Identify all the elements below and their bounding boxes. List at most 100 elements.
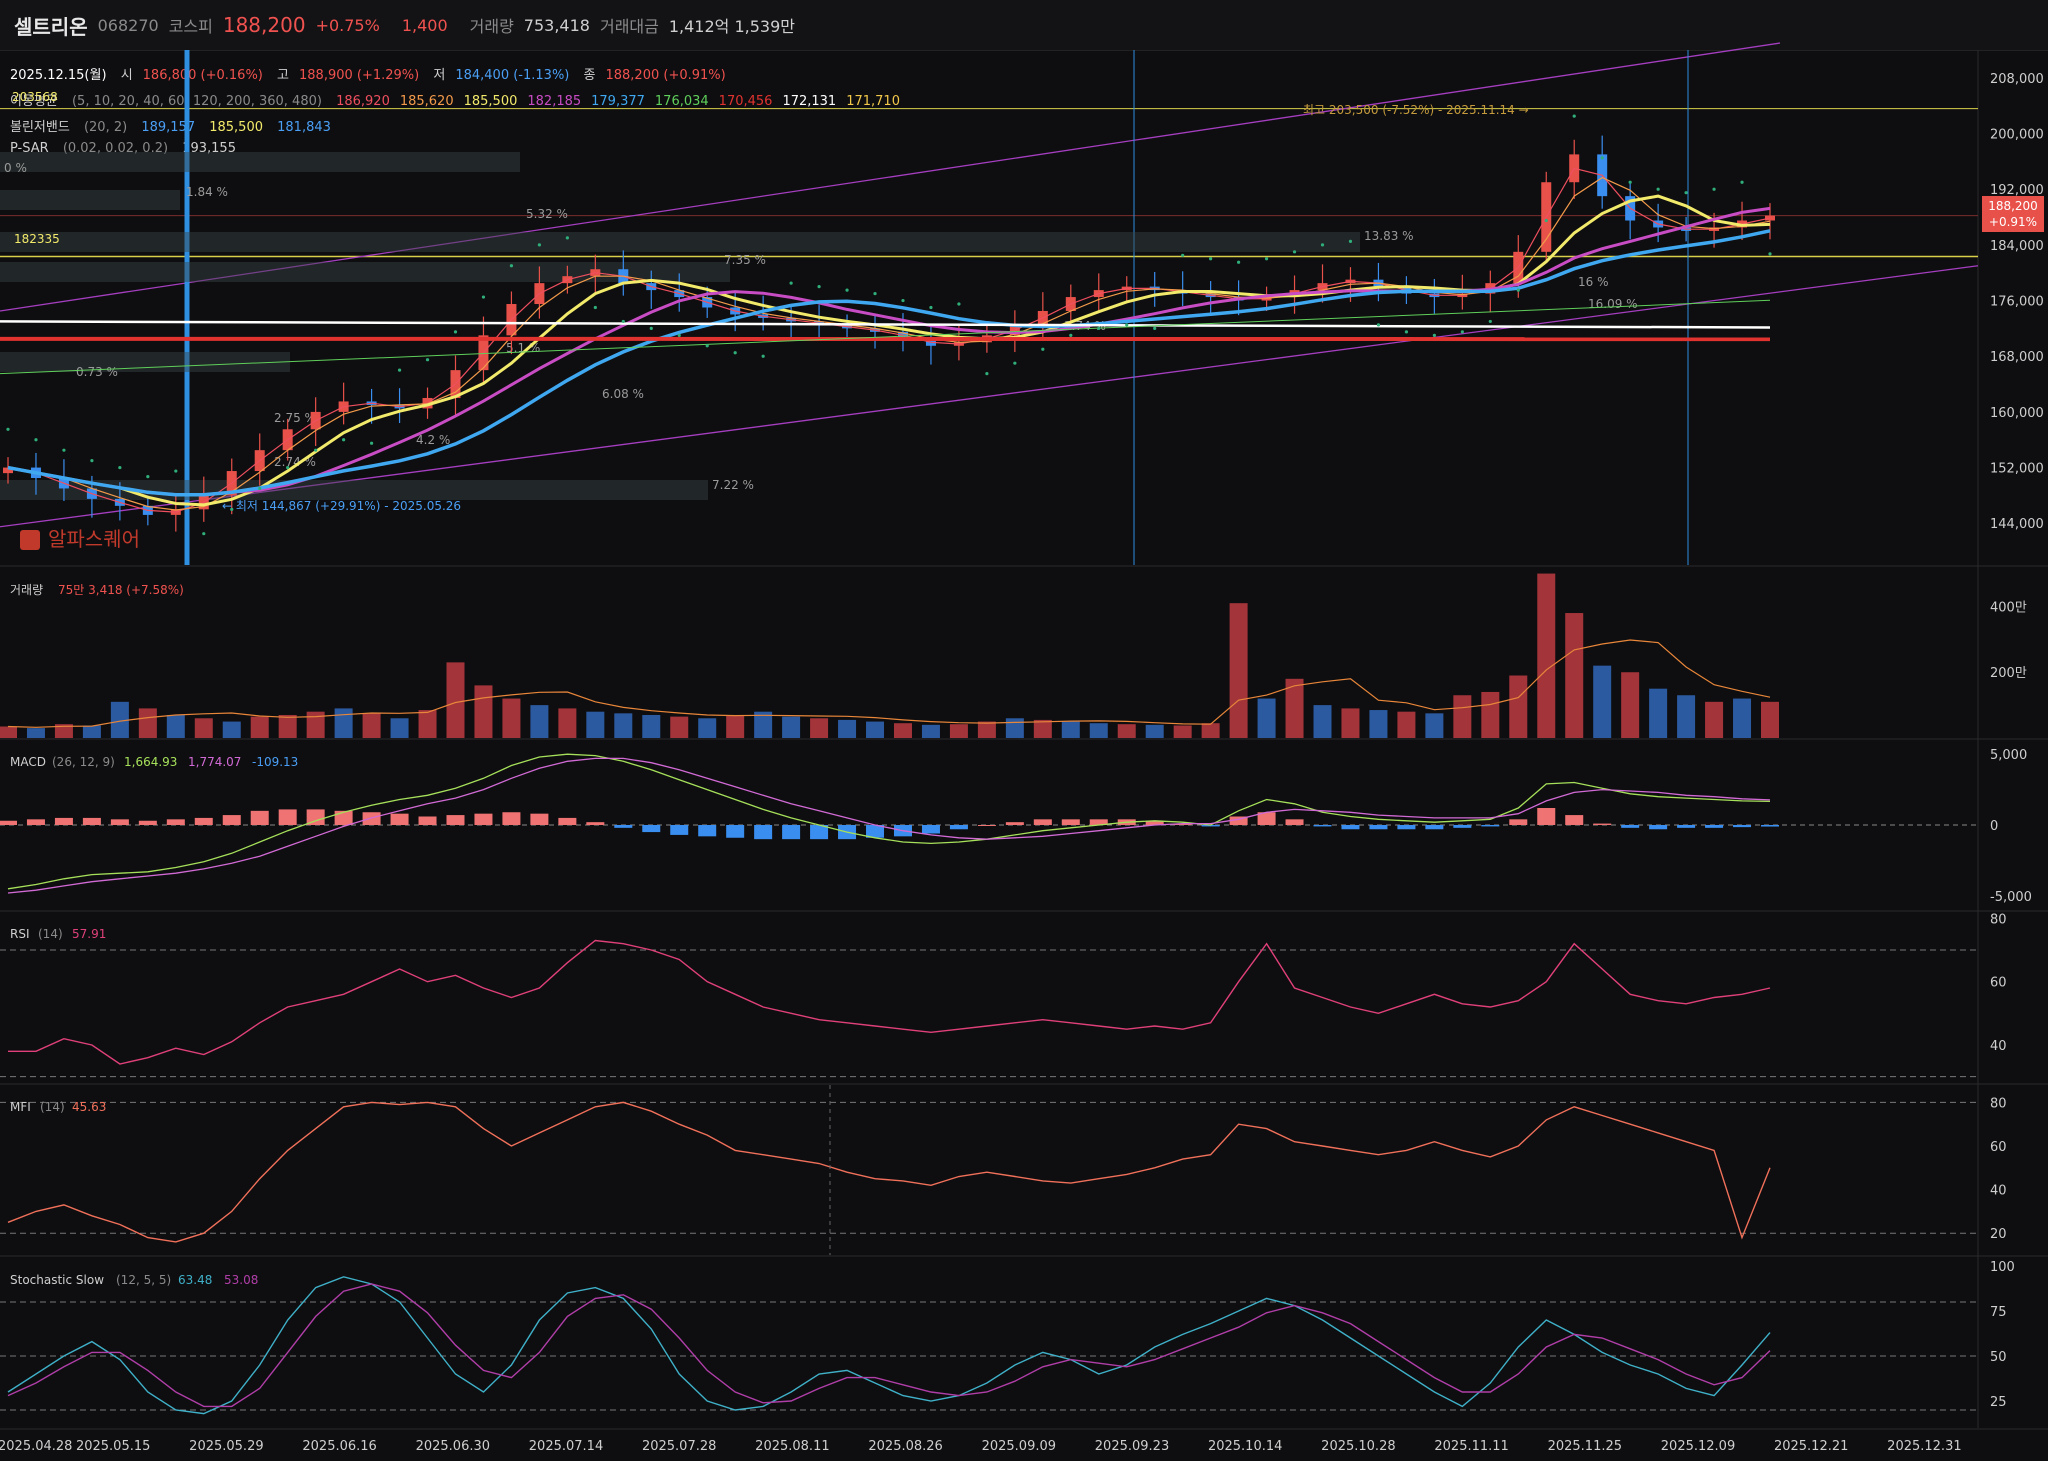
volume-bar bbox=[1481, 691, 1500, 738]
candle-body bbox=[1765, 215, 1775, 221]
macd-histogram-bar bbox=[1761, 825, 1779, 827]
volume-bar bbox=[810, 718, 829, 738]
candle-body bbox=[1457, 293, 1468, 298]
macd-histogram-bar bbox=[82, 817, 101, 825]
volume-bar bbox=[893, 723, 912, 738]
macd-histogram-bar bbox=[362, 812, 381, 825]
pct-label: 2.74 % bbox=[274, 455, 316, 469]
y-tick-label: 50 bbox=[1990, 1350, 2007, 1365]
x-tick-label: 2025.05.29 bbox=[189, 1439, 263, 1454]
candle-body bbox=[310, 411, 321, 430]
macd-histogram-bar bbox=[1453, 825, 1472, 828]
candle-body bbox=[86, 488, 97, 499]
psar-dot bbox=[230, 507, 234, 511]
psar-dot bbox=[1069, 333, 1073, 337]
candle-body bbox=[842, 324, 853, 329]
low-annotation: ← 최저 144,867 (+29.91%) - 2025.05.26 bbox=[222, 499, 461, 513]
candle-body bbox=[1737, 220, 1748, 228]
macd-histogram-bar bbox=[1061, 819, 1080, 825]
macd-title[interactable]: MACD bbox=[10, 755, 46, 769]
psar-dot bbox=[509, 264, 514, 268]
psar-dot bbox=[1544, 218, 1548, 223]
psar-value: 193,155 bbox=[182, 141, 236, 156]
ma-value: 171,710 bbox=[846, 94, 900, 109]
psar-dot bbox=[761, 354, 765, 358]
psar-dot bbox=[1013, 361, 1017, 365]
y-tick-label: 144,000 bbox=[1990, 517, 2044, 532]
macd-histogram-bar bbox=[418, 816, 437, 825]
psar-dot bbox=[481, 295, 486, 299]
psar-dot bbox=[286, 465, 290, 470]
candle-body bbox=[338, 401, 349, 412]
volume-profile-band bbox=[0, 352, 290, 372]
volume-bar bbox=[1313, 705, 1332, 738]
psar-label[interactable]: P-SAR bbox=[10, 141, 49, 156]
top-header: 셀트리온 068270 코스피 188,200 +0.75% 1,400 거래량… bbox=[0, 0, 2048, 51]
psar-dot bbox=[1264, 257, 1269, 261]
macd-histogram-bar bbox=[1145, 820, 1164, 825]
macd-histogram-bar bbox=[1229, 816, 1248, 825]
change-abs: 1,400 bbox=[401, 15, 448, 35]
candle-body bbox=[730, 307, 741, 315]
macd-histogram-bar bbox=[1705, 825, 1724, 828]
volume-title[interactable]: 거래량 bbox=[10, 583, 43, 597]
pct-label: 16 % bbox=[1578, 275, 1609, 289]
candle-body bbox=[30, 467, 41, 479]
candle-body bbox=[1009, 324, 1020, 336]
stoch-title[interactable]: Stochastic Slow bbox=[10, 1273, 104, 1287]
moving-average-line bbox=[7, 167, 1771, 513]
volume-bar bbox=[1117, 724, 1136, 738]
volume-bar bbox=[82, 725, 101, 738]
y-tick-label: 208,000 bbox=[1990, 72, 2044, 87]
volume-bar bbox=[670, 716, 689, 738]
volume-bar bbox=[1229, 603, 1248, 738]
y-tick-label: 176,000 bbox=[1990, 295, 2044, 310]
y-tick-label: 60 bbox=[1990, 1140, 2007, 1155]
candle-body bbox=[758, 314, 769, 318]
candle-body bbox=[1597, 154, 1608, 197]
candle-body bbox=[1681, 227, 1692, 231]
ohlc-date: 2025.12.15(월) bbox=[10, 68, 107, 83]
candle-body bbox=[1569, 154, 1580, 183]
pct-label: 0 % bbox=[4, 161, 27, 175]
bb-label[interactable]: 볼린저밴드 bbox=[10, 120, 70, 135]
psar-dot bbox=[1237, 260, 1241, 264]
moving-average-line bbox=[0, 299, 1771, 375]
psar-dot bbox=[1488, 319, 1492, 324]
psar-dot bbox=[174, 469, 178, 473]
volume-bar bbox=[1649, 688, 1668, 738]
volume-bar bbox=[586, 711, 605, 738]
volume-bar bbox=[362, 713, 381, 738]
ma-value: 176,034 bbox=[654, 94, 709, 109]
mfi-title[interactable]: MFI bbox=[10, 1100, 31, 1114]
pct-label: 7.35 % bbox=[724, 253, 766, 267]
candle-body bbox=[1401, 286, 1412, 294]
volume-bar bbox=[1257, 698, 1276, 738]
x-tick-label: 2025.04.28 bbox=[0, 1439, 72, 1454]
candle-body bbox=[925, 338, 936, 346]
psar-dot bbox=[733, 351, 737, 355]
y-tick-label: 168,000 bbox=[1990, 350, 2044, 365]
ma-label[interactable]: 이동평균 bbox=[10, 94, 58, 109]
ohlc-line: 2025.12.15(월) 시 186,800 (+0.16%) 고 188,900… bbox=[10, 64, 736, 83]
psar-dot bbox=[565, 236, 569, 240]
mfi-params: (14) bbox=[40, 1100, 65, 1114]
macd-histogram-bar bbox=[586, 822, 605, 825]
moving-average-line bbox=[7, 206, 1771, 497]
y-tick-label: 152,000 bbox=[1990, 462, 2044, 477]
rsi-title[interactable]: RSI bbox=[10, 927, 30, 941]
stock-name[interactable]: 셀트리온 bbox=[14, 14, 88, 39]
candle-body bbox=[1625, 196, 1636, 221]
candle-body bbox=[58, 478, 69, 489]
level-line-label-2: 182335 bbox=[14, 232, 60, 246]
volume-bar bbox=[838, 719, 857, 738]
ma-value: 170,456 bbox=[718, 94, 773, 109]
macd-histogram-bar bbox=[1369, 825, 1388, 830]
candle-body bbox=[1261, 297, 1272, 301]
candle-body bbox=[897, 331, 908, 339]
macd-histogram-bar bbox=[1201, 825, 1220, 827]
macd-legend-signal: 1,774.07 bbox=[188, 755, 241, 769]
volume-bar bbox=[1761, 701, 1779, 738]
pct-label: 5.1 % bbox=[506, 341, 540, 355]
